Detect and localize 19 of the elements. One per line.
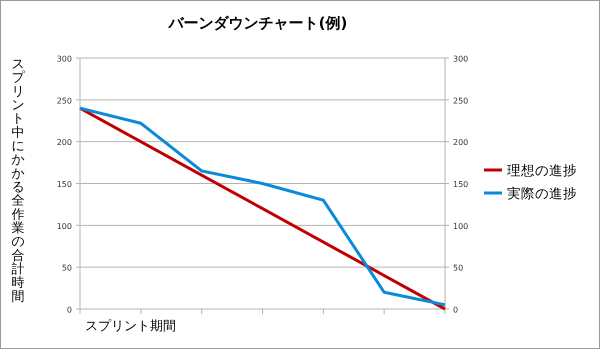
y2-tick-label: 100: [453, 222, 468, 231]
chart-title: バーンダウンチャート(例): [168, 14, 348, 32]
legend-label: 実際の進捗: [507, 186, 577, 202]
y-tick-label: 0: [66, 306, 72, 314]
y-tick-label: 250: [56, 96, 72, 106]
y2-tick-label: 50: [453, 264, 464, 273]
y2-tick-label: 300: [453, 54, 468, 64]
y2-tick-label: 250: [453, 96, 468, 106]
y2-tick-label: 200: [453, 138, 468, 148]
y-tick-label: 200: [56, 138, 72, 148]
text: スプリント中にかかる全作業の合計時間: [12, 57, 24, 304]
y-tick-label: 50: [62, 264, 72, 273]
y-tick-label: 300: [56, 54, 72, 64]
y-tick-label: 150: [56, 180, 72, 189]
y-tick-label: 100: [56, 222, 72, 231]
y2-tick-label: 0: [453, 306, 458, 314]
legend-label: 理想の進捗: [507, 163, 577, 179]
y2-tick-label: 150: [453, 180, 468, 189]
x-axis-title: スプリント期間: [85, 319, 176, 334]
